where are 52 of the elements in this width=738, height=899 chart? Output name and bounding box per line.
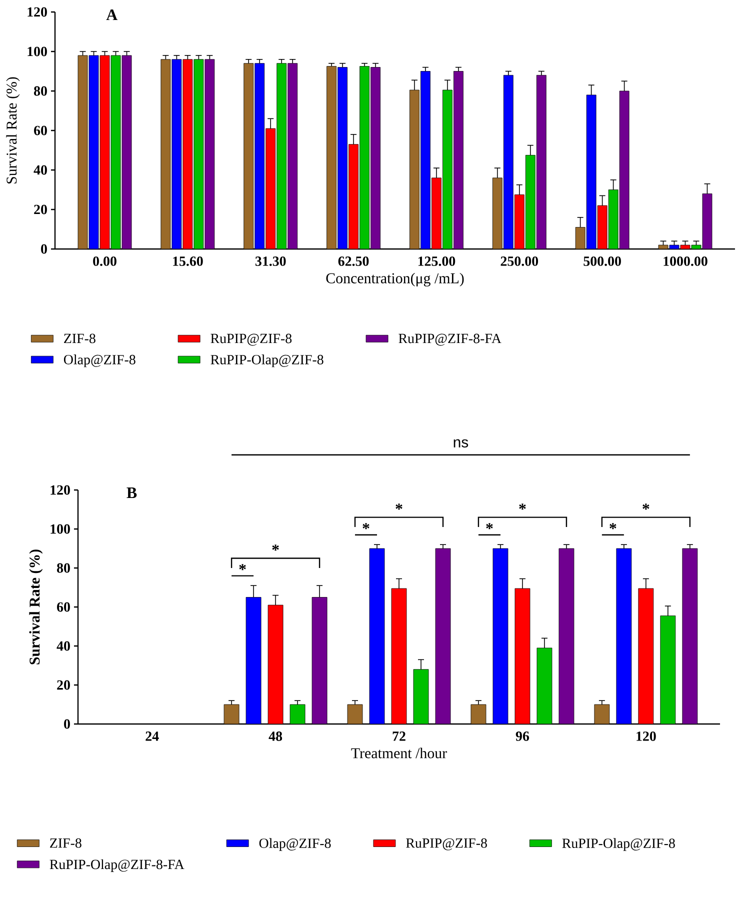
x-tick-label: 48: [268, 732, 282, 741]
legend-label: Olap@ZIF-8: [64, 354, 136, 368]
y-tick-label: 100: [28, 46, 47, 56]
annotation: *: [362, 523, 370, 530]
legend-label: RuPIP-Olap@ZIF-8: [210, 354, 324, 368]
y-tick-label: 60: [34, 126, 47, 136]
x-axis-title: Treatment /hour: [351, 748, 447, 758]
legend-label: RuPIP-Olap@ZIF-8: [562, 838, 675, 851]
y-tick-label: 0: [41, 244, 47, 254]
chart-title: A: [106, 10, 118, 20]
x-axis-title: Concentration(μg /mL): [326, 272, 464, 286]
y-tick-label: 40: [56, 641, 70, 651]
chart-title: B: [126, 488, 137, 498]
y-axis-title: Survival Rate (%): [29, 550, 43, 664]
x-tick-label: 0.00: [93, 256, 116, 266]
y-tick-label: 100: [50, 524, 70, 534]
annotation: *: [642, 504, 650, 510]
x-tick-label: 1000.00: [664, 256, 708, 266]
x-tick-label: 250.00: [500, 256, 538, 266]
annotation: *: [610, 523, 616, 530]
legend-label: RuPIP@ZIF-8-FA: [398, 334, 502, 346]
y-tick-label: 60: [57, 602, 70, 612]
x-tick-label: 96: [516, 732, 530, 741]
y-tick-label: 120: [50, 485, 70, 495]
annotation: *: [239, 564, 246, 570]
legend-label: RuPIP@ZIF-8: [210, 334, 292, 346]
text: ns: [454, 439, 468, 448]
annotation: *: [519, 504, 526, 510]
annotation: *: [396, 504, 402, 510]
legend-label: Olap@ZIF-8: [259, 838, 331, 851]
x-tick-label: 125.00: [418, 256, 456, 266]
legend-label: RuPIP-Olap@ZIF-8-FA: [50, 859, 184, 872]
x-tick-label: 15.60: [173, 256, 203, 266]
x-tick-label: 31.30: [255, 256, 286, 266]
x-tick-label: 72: [392, 732, 406, 741]
annotation: *: [272, 544, 279, 551]
y-tick-label: 80: [57, 563, 70, 573]
legend-label: ZIF-8: [50, 838, 82, 848]
y-tick-label: 0: [64, 719, 70, 729]
y-tick-label: 120: [28, 7, 47, 17]
x-tick-label: 500.00: [584, 256, 621, 266]
annotation: *: [486, 523, 493, 530]
y-tick-label: 40: [34, 165, 47, 175]
x-tick-label: 120: [636, 732, 656, 741]
y-tick-label: 20: [57, 680, 70, 690]
y-axis-title: Survival Rate (%): [6, 77, 20, 184]
y-tick-label: 20: [34, 204, 47, 214]
y-tick-label: 80: [34, 86, 47, 96]
x-tick-label: 62.50: [338, 256, 369, 266]
legend-label: ZIF-8: [64, 334, 96, 344]
legend-label: RuPIP@ZIF-8: [406, 838, 487, 850]
x-tick-label: 24: [146, 732, 159, 741]
